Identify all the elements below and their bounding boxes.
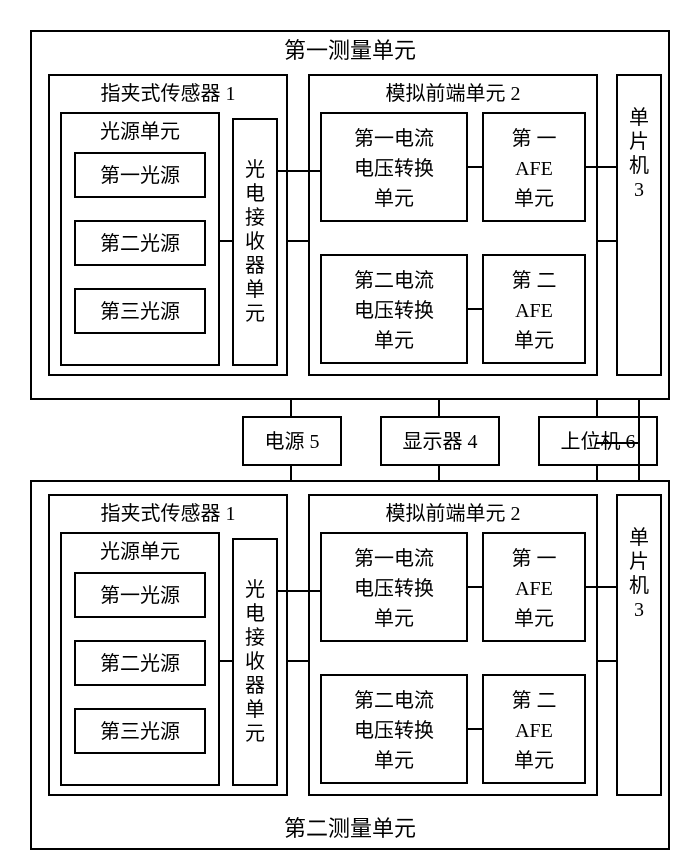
conn-power-down [290, 466, 292, 480]
unit1-title: 第一测量单元 [30, 38, 670, 64]
u1-light3-label: 第三光源 [74, 300, 206, 324]
u1-light1-label: 第一光源 [74, 164, 206, 188]
u1-iv1-label: 第一电流 电压转换 单元 [320, 124, 468, 214]
u2-light-unit-title: 光源单元 [60, 540, 220, 564]
conn-host-up [596, 400, 598, 416]
u2-light1-label: 第一光源 [74, 584, 206, 608]
diagram-canvas: 第一测量单元 指夹式传感器 1 光源单元 第一光源 第二光源 第三光源 光电接收… [0, 0, 700, 859]
conn-display-down [438, 466, 440, 480]
u1-conn-sensor-afe [288, 240, 308, 242]
conn-mcu-down [638, 442, 640, 480]
u2-afe2-label: 第 二 AFE 单元 [482, 686, 586, 776]
conn-host-down [596, 466, 598, 480]
u2-receiver-label: 光电接收器单元 [232, 538, 278, 786]
u2-afe-title: 模拟前端单元 2 [308, 502, 598, 526]
u1-receiver-label: 光电接收器单元 [232, 118, 278, 366]
conn-host-mcu [596, 442, 640, 444]
u2-light2-label: 第二光源 [74, 652, 206, 676]
u2-mcu-label: 单片机3 [616, 504, 662, 644]
u1-conn-afe1-mcu [586, 166, 616, 168]
u1-iv2-label: 第二电流 电压转换 单元 [320, 266, 468, 356]
unit2-title: 第二测量单元 [30, 816, 670, 842]
u2-conn-afebox-mcu [598, 660, 616, 662]
u1-afe-title: 模拟前端单元 2 [308, 82, 598, 106]
u1-mcu-label: 单片机3 [616, 84, 662, 224]
u1-conn-iv1-afe1 [468, 166, 482, 168]
u2-conn-iv2-afe2 [468, 728, 482, 730]
u1-conn-sensor-afe-top [278, 170, 320, 172]
u2-conn-light-receiver [220, 660, 232, 662]
u2-sensor-title: 指夹式传感器 1 [48, 502, 288, 526]
u1-light2-label: 第二光源 [74, 232, 206, 256]
u1-afe1-label: 第 一 AFE 单元 [482, 124, 586, 214]
u2-conn-sensor-afe [288, 660, 308, 662]
u1-sensor-title: 指夹式传感器 1 [48, 82, 288, 106]
u2-conn-afe1-mcu [586, 586, 616, 588]
power-label: 电源 5 [242, 430, 342, 454]
u1-conn-afebox-mcu [598, 240, 616, 242]
u2-iv1-label: 第一电流 电压转换 单元 [320, 544, 468, 634]
conn-power-up [290, 400, 292, 416]
display-label: 显示器 4 [380, 430, 500, 454]
u1-light-unit-title: 光源单元 [60, 120, 220, 144]
u1-conn-iv2-afe2 [468, 308, 482, 310]
u2-conn-sensor-afe-top [278, 590, 320, 592]
conn-display-up [438, 400, 440, 416]
conn-mcu-up [638, 400, 640, 442]
u2-iv2-label: 第二电流 电压转换 单元 [320, 686, 468, 776]
u1-afe2-label: 第 二 AFE 单元 [482, 266, 586, 356]
u1-conn-light-receiver [220, 240, 232, 242]
u2-conn-iv1-afe1 [468, 586, 482, 588]
u2-light3-label: 第三光源 [74, 720, 206, 744]
u2-afe1-label: 第 一 AFE 单元 [482, 544, 586, 634]
